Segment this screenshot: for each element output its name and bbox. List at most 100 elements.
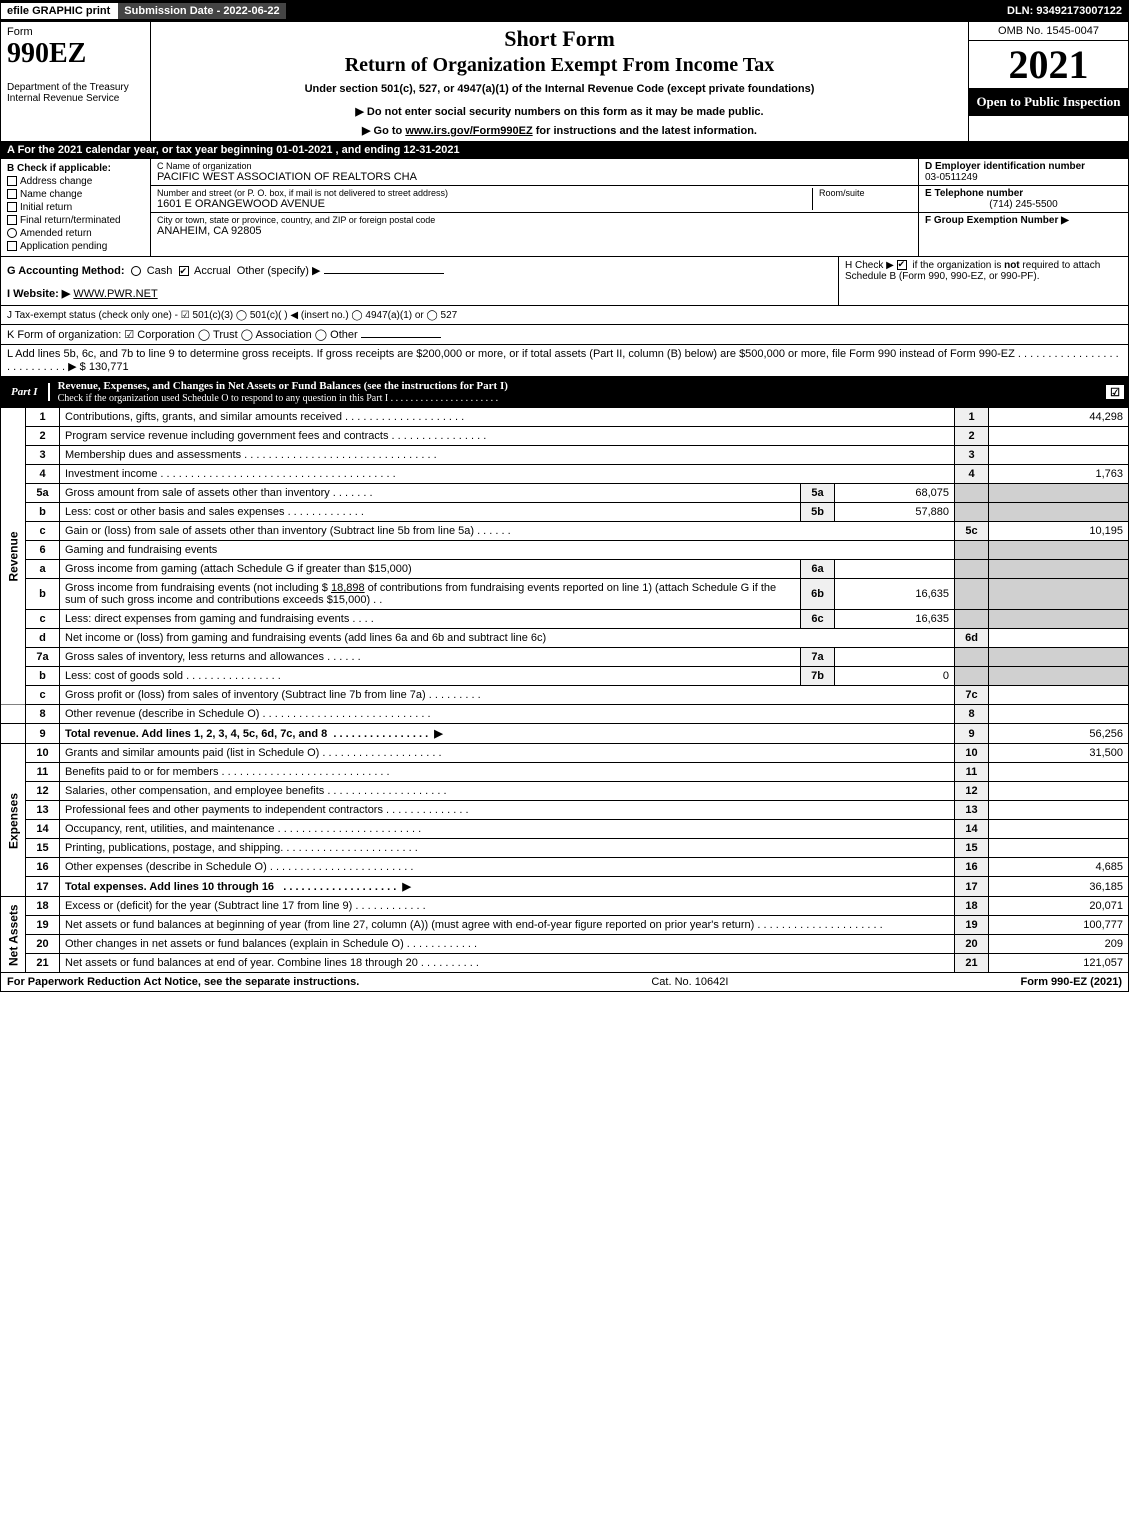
chk-final-return[interactable]: Final return/terminated bbox=[7, 215, 144, 226]
part-1-checkbox[interactable]: ☑ bbox=[1106, 385, 1124, 399]
line-amount: 56,256 bbox=[989, 724, 1129, 744]
department-label: Department of the Treasury Internal Reve… bbox=[7, 82, 144, 104]
chk-cash[interactable] bbox=[131, 266, 141, 276]
chk-initial-return[interactable]: Initial return bbox=[7, 202, 144, 213]
form-note-1: ▶ Do not enter social security numbers o… bbox=[157, 105, 962, 118]
footer-right: Form 990-EZ (2021) bbox=[1020, 976, 1122, 988]
street-value: 1601 E ORANGEWOOD AVENUE bbox=[157, 198, 812, 210]
line-num: 20 bbox=[26, 935, 60, 954]
line-col-shade bbox=[955, 541, 989, 560]
line-desc: Benefits paid to or for members . . . . … bbox=[60, 763, 955, 782]
line-desc: Program service revenue including govern… bbox=[60, 427, 955, 446]
side-revenue: Revenue bbox=[1, 408, 26, 705]
part-1-title-text: Revenue, Expenses, and Changes in Net As… bbox=[58, 380, 508, 392]
other-specify-line[interactable] bbox=[324, 273, 444, 274]
sub-val: 16,635 bbox=[835, 579, 955, 610]
line-num: 8 bbox=[26, 705, 60, 724]
line-desc: Gross income from gaming (attach Schedul… bbox=[60, 560, 801, 579]
sub-num: 6b bbox=[801, 579, 835, 610]
line-amount bbox=[989, 427, 1129, 446]
k-other-line[interactable] bbox=[361, 337, 441, 338]
street-label: Number and street (or P. O. box, if mail… bbox=[157, 188, 812, 198]
line-col: 21 bbox=[955, 954, 989, 973]
line-num: 19 bbox=[26, 916, 60, 935]
city-section: City or town, state or province, country… bbox=[151, 213, 918, 239]
l6b-pre: Gross income from fundraising events (no… bbox=[65, 582, 331, 594]
chk-address-change[interactable]: Address change bbox=[7, 176, 144, 187]
box-c: C Name of organization PACIFIC WEST ASSO… bbox=[151, 159, 918, 256]
part-1-sub: Check if the organization used Schedule … bbox=[58, 393, 499, 404]
form-subtitle: Under section 501(c), 527, or 4947(a)(1)… bbox=[157, 83, 962, 95]
k-text: K Form of organization: ☑ Corporation ◯ … bbox=[7, 329, 358, 341]
line-num: b bbox=[26, 503, 60, 522]
line-desc: Gaming and fundraising events bbox=[60, 541, 955, 560]
line-amount-shade bbox=[989, 579, 1129, 610]
box-d-e-f: D Employer identification number 03-0511… bbox=[918, 159, 1128, 256]
submission-date-label: Submission Date - 2022-06-22 bbox=[116, 3, 285, 19]
line-col: 18 bbox=[955, 897, 989, 916]
cash-label: Cash bbox=[147, 265, 173, 277]
sub-num: 5b bbox=[801, 503, 835, 522]
line-num: 15 bbox=[26, 839, 60, 858]
line-col: 4 bbox=[955, 465, 989, 484]
form-right-block: OMB No. 1545-0047 2021 Open to Public In… bbox=[968, 22, 1128, 141]
side-expenses: Expenses bbox=[1, 744, 26, 897]
line-num: 10 bbox=[26, 744, 60, 763]
line-amount-shade bbox=[989, 541, 1129, 560]
line-num: 11 bbox=[26, 763, 60, 782]
sub-val bbox=[835, 560, 955, 579]
line-col: 19 bbox=[955, 916, 989, 935]
part-1-tab: Part I bbox=[1, 383, 50, 401]
line-desc: Grants and similar amounts paid (list in… bbox=[60, 744, 955, 763]
side-net-assets: Net Assets bbox=[1, 897, 26, 973]
group-exemption-section: F Group Exemption Number ▶ bbox=[919, 213, 1128, 239]
open-to-public: Open to Public Inspection bbox=[969, 88, 1128, 116]
sub-num: 7a bbox=[801, 648, 835, 667]
other-label: Other (specify) ▶ bbox=[237, 265, 321, 277]
tax-year: 2021 bbox=[969, 41, 1128, 88]
chk-label: Amended return bbox=[20, 228, 92, 239]
sub-num: 6a bbox=[801, 560, 835, 579]
dln-label: DLN: 93492173007122 bbox=[1001, 3, 1128, 19]
chk-amended-return[interactable]: Amended return bbox=[7, 228, 144, 239]
group-exemption-label: F Group Exemption Number ▶ bbox=[925, 215, 1122, 226]
line-num: 14 bbox=[26, 820, 60, 839]
line-col: 8 bbox=[955, 705, 989, 724]
chk-label: Application pending bbox=[20, 241, 107, 252]
line-col-shade bbox=[955, 610, 989, 629]
line-col-shade bbox=[955, 484, 989, 503]
line-amount-shade bbox=[989, 560, 1129, 579]
chk-name-change[interactable]: Name change bbox=[7, 189, 144, 200]
h-text: if the organization is bbox=[912, 260, 1004, 271]
line-num: c bbox=[26, 610, 60, 629]
line-desc: Other changes in net assets or fund bala… bbox=[60, 935, 955, 954]
website-link[interactable]: WWW.PWR.NET bbox=[73, 288, 157, 300]
line-col-shade bbox=[955, 648, 989, 667]
line-col: 10 bbox=[955, 744, 989, 763]
line-desc: Gross amount from sale of assets other t… bbox=[60, 484, 801, 503]
ein-section: D Employer identification number 03-0511… bbox=[919, 159, 1128, 186]
box-b: B Check if applicable: Address change Na… bbox=[1, 159, 151, 256]
line-col: 5c bbox=[955, 522, 989, 541]
phone-label: E Telephone number bbox=[925, 188, 1122, 199]
form-title: Return of Organization Exempt From Incom… bbox=[157, 54, 962, 77]
l-text: L Add lines 5b, 6c, and 7b to line 9 to … bbox=[7, 348, 1119, 373]
efile-print-label[interactable]: efile GRAPHIC print bbox=[1, 3, 116, 19]
h-not: not bbox=[1004, 260, 1020, 271]
note2-post: for instructions and the latest informat… bbox=[533, 125, 757, 137]
sub-val: 16,635 bbox=[835, 610, 955, 629]
line-col: 1 bbox=[955, 408, 989, 427]
note2-pre: ▶ Go to bbox=[362, 125, 405, 137]
part-1-title: Revenue, Expenses, and Changes in Net As… bbox=[50, 377, 1106, 407]
chk-application-pending[interactable]: Application pending bbox=[7, 241, 144, 252]
chk-accrual[interactable] bbox=[179, 266, 189, 276]
line-num: 18 bbox=[26, 897, 60, 916]
line-amount: 121,057 bbox=[989, 954, 1129, 973]
row-h: H Check ▶ if the organization is not req… bbox=[838, 257, 1128, 305]
part-1-header: Part I Revenue, Expenses, and Changes in… bbox=[0, 377, 1129, 408]
line-col: 20 bbox=[955, 935, 989, 954]
ein-label: D Employer identification number bbox=[925, 161, 1122, 172]
irs-link[interactable]: www.irs.gov/Form990EZ bbox=[405, 125, 532, 137]
line-desc: Investment income . . . . . . . . . . . … bbox=[60, 465, 955, 484]
chk-h[interactable] bbox=[897, 260, 907, 270]
